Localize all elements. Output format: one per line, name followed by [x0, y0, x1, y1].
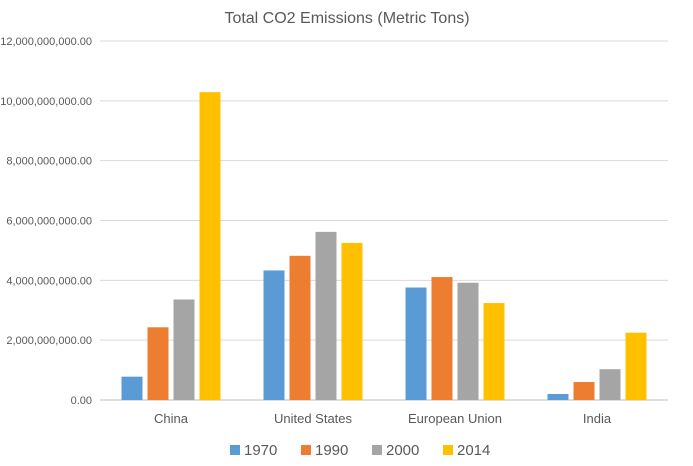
legend-label-1970: 1970 [244, 442, 277, 459]
y-tick-label: 10,000,000,000.00 [0, 96, 92, 108]
legend-swatch-2014 [443, 445, 453, 455]
bar-european-union-2000 [457, 282, 479, 400]
category-label: China [154, 411, 189, 426]
legend-swatch-1970 [230, 445, 240, 455]
legend: 1970 1990 2000 2014 [230, 442, 490, 459]
category-label: India [583, 411, 612, 426]
bar-european-union-2014 [483, 303, 505, 400]
legend-swatch-1990 [301, 445, 311, 455]
bar-united-states-2000 [315, 231, 337, 400]
y-tick-label: 2,000,000,000.00 [6, 335, 92, 347]
legend-label-2014: 2014 [457, 442, 490, 459]
bar-china-1970 [121, 376, 143, 400]
legend-label-1990: 1990 [315, 442, 348, 459]
bar-european-union-1970 [405, 287, 427, 400]
y-tick-label: 4,000,000,000.00 [6, 275, 92, 287]
bar-united-states-1970 [263, 270, 285, 400]
category-label: United States [274, 411, 353, 426]
bar-india-1970 [547, 394, 569, 400]
y-tick-label: 8,000,000,000.00 [6, 156, 92, 168]
bar-india-2000 [599, 369, 621, 400]
bar-united-states-2014 [341, 242, 363, 400]
y-tick-label: 6,000,000,000.00 [6, 216, 92, 228]
bar-china-2014 [199, 92, 221, 400]
bar-china-1990 [147, 327, 169, 400]
chart-title: Total CO2 Emissions (Metric Tons) [224, 10, 469, 27]
legend-swatch-2000 [372, 445, 382, 455]
bar-united-states-1990 [289, 255, 311, 400]
bar-india-2014 [625, 332, 647, 400]
bars [121, 92, 647, 400]
bar-china-2000 [173, 299, 195, 400]
x-axis-categories: China United States European Union India [154, 411, 612, 426]
bar-india-1990 [573, 382, 595, 400]
y-tick-label: 0.00 [71, 395, 92, 407]
legend-label-2000: 2000 [386, 442, 419, 459]
bar-european-union-1990 [431, 277, 453, 400]
y-axis-ticks: 0.00 2,000,000,000.00 4,000,000,000.00 6,00… [0, 36, 92, 407]
y-tick-label: 12,000,000,000.00 [0, 36, 92, 48]
category-label: European Union [408, 411, 502, 426]
gridlines [100, 40, 668, 401]
